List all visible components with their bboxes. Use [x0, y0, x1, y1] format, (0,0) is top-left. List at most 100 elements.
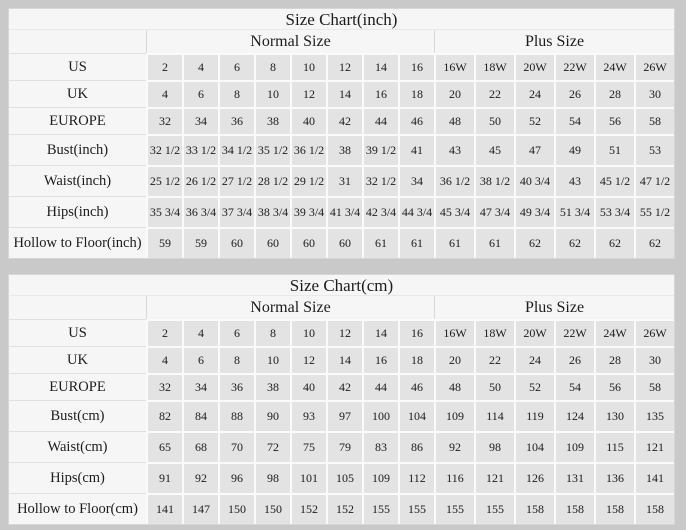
- size-cell: 36 1/2: [290, 134, 326, 165]
- table-row: Hips(inch) 35 3/4 36 3/4 37 3/4 38 3/4 39 3/4…: [9, 196, 674, 227]
- size-cell: 46: [398, 107, 434, 134]
- size-cell: 43: [434, 134, 474, 165]
- size-cell: 60: [218, 227, 254, 258]
- size-cell: 49 3/4: [514, 196, 554, 227]
- size-cell: 75: [290, 431, 326, 462]
- size-cell: 22: [474, 80, 514, 107]
- size-cell: 12: [290, 80, 326, 107]
- normal-size-header: Normal Size: [146, 296, 434, 319]
- size-cell: 155: [362, 493, 398, 524]
- plus-size-header: Plus Size: [434, 296, 674, 319]
- corner-cell: [9, 296, 146, 319]
- size-cell: 10: [254, 80, 290, 107]
- size-cell: 53: [634, 134, 674, 165]
- size-cell: 55 1/2: [634, 196, 674, 227]
- size-cell: 34: [182, 107, 218, 134]
- size-cell: 150: [254, 493, 290, 524]
- size-cell: 50: [474, 373, 514, 400]
- size-cell: 61: [434, 227, 474, 258]
- group-header-row: Normal Size Plus Size: [9, 30, 674, 53]
- size-cell: 41 3/4: [326, 196, 362, 227]
- size-cell: 114: [474, 400, 514, 431]
- row-label: UK: [9, 80, 146, 107]
- size-cell: 35 3/4: [146, 196, 182, 227]
- size-cell: 135: [634, 400, 674, 431]
- size-cell: 12: [290, 346, 326, 373]
- size-cell: 26: [554, 346, 594, 373]
- size-cell: 90: [254, 400, 290, 431]
- size-cell: 91: [146, 462, 182, 493]
- size-cell: 152: [290, 493, 326, 524]
- size-cell: 34: [182, 373, 218, 400]
- size-cell: 48: [434, 107, 474, 134]
- size-cell: 100: [362, 400, 398, 431]
- row-label: Bust(inch): [9, 134, 146, 165]
- size-cell: 53 3/4: [594, 196, 634, 227]
- size-cell: 58: [634, 373, 674, 400]
- size-cell: 49: [554, 134, 594, 165]
- size-cell: 54: [554, 373, 594, 400]
- size-cell: 10: [290, 319, 326, 346]
- size-cell: 116: [434, 462, 474, 493]
- size-cell: 51: [594, 134, 634, 165]
- size-cell: 24W: [594, 319, 634, 346]
- size-cell: 32 1/2: [146, 134, 182, 165]
- size-cell: 121: [474, 462, 514, 493]
- size-cell: 14: [362, 53, 398, 80]
- table-row: UK 4 6 8 10 12 14 16 18 20 22 24 26 28 30: [9, 80, 674, 107]
- size-chart-table: Size Chart(cm) Normal Size Plus Size US 2 4 6 8…: [8, 274, 675, 525]
- size-cell: 34 1/2: [218, 134, 254, 165]
- size-cell: 141: [146, 493, 182, 524]
- size-cell: 42 3/4: [362, 196, 398, 227]
- size-cell: 79: [326, 431, 362, 462]
- row-label: Waist(cm): [9, 431, 146, 462]
- size-cell: 18: [398, 80, 434, 107]
- size-cell: 37 3/4: [218, 196, 254, 227]
- size-cell: 126: [514, 462, 554, 493]
- size-cell: 14: [326, 346, 362, 373]
- row-label: Hollow to Floor(cm): [9, 493, 146, 524]
- table-row: Waist(cm) 65 68 70 72 75 79 83 86 92 98 104 109 115 12…: [9, 431, 674, 462]
- row-label: UK: [9, 346, 146, 373]
- size-cell: 12: [326, 319, 362, 346]
- size-cell: 12: [326, 53, 362, 80]
- size-cell: 61: [474, 227, 514, 258]
- size-cell: 28: [594, 346, 634, 373]
- size-cell: 28: [594, 80, 634, 107]
- size-cell: 158: [514, 493, 554, 524]
- size-cell: 38 3/4: [254, 196, 290, 227]
- size-cell: 131: [554, 462, 594, 493]
- size-cell: 104: [398, 400, 434, 431]
- size-cell: 2: [146, 319, 182, 346]
- size-cell: 56: [594, 373, 634, 400]
- size-cell: 25 1/2: [146, 165, 182, 196]
- size-cell: 33 1/2: [182, 134, 218, 165]
- size-cell: 43: [554, 165, 594, 196]
- size-cell: 38: [254, 373, 290, 400]
- table-row: EUROPE 32 34 36 38 40 42 44 46 48 50 52 54 56 58: [9, 373, 674, 400]
- size-cell: 36 3/4: [182, 196, 218, 227]
- size-cell: 68: [182, 431, 218, 462]
- size-cell: 18W: [474, 319, 514, 346]
- size-cell: 48: [434, 373, 474, 400]
- row-label: Bust(cm): [9, 400, 146, 431]
- size-cell: 82: [146, 400, 182, 431]
- size-cell: 98: [254, 462, 290, 493]
- size-cell: 6: [218, 53, 254, 80]
- size-cell: 38: [326, 134, 362, 165]
- size-cell: 41: [398, 134, 434, 165]
- size-cell: 31: [326, 165, 362, 196]
- size-cell: 109: [362, 462, 398, 493]
- size-cell: 158: [634, 493, 674, 524]
- size-cell: 93: [290, 400, 326, 431]
- size-cell: 62: [554, 227, 594, 258]
- size-cell: 50: [474, 107, 514, 134]
- size-cell: 26W: [634, 319, 674, 346]
- size-cell: 59: [182, 227, 218, 258]
- size-cell: 47 1/2: [634, 165, 674, 196]
- group-header-row: Normal Size Plus Size: [9, 296, 674, 319]
- size-cell: 62: [634, 227, 674, 258]
- table-row: Bust(inch) 32 1/2 33 1/2 34 1/2 35 1/2 36 1/2…: [9, 134, 674, 165]
- size-cell: 61: [362, 227, 398, 258]
